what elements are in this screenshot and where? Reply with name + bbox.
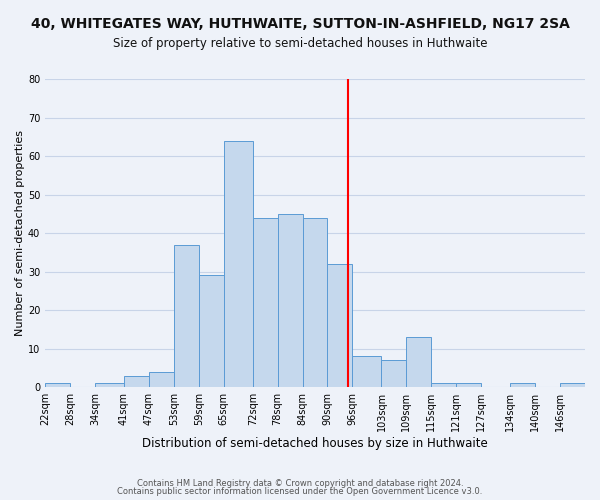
Bar [382,360,406,387]
X-axis label: Distribution of semi-detached houses by size in Huthwaite: Distribution of semi-detached houses by … [142,437,488,450]
Text: Contains HM Land Registry data © Crown copyright and database right 2024.: Contains HM Land Registry data © Crown c… [137,478,463,488]
Bar [199,276,224,387]
Bar [278,214,302,387]
Bar [45,384,70,387]
Text: Size of property relative to semi-detached houses in Huthwaite: Size of property relative to semi-detach… [113,38,487,51]
Bar [560,384,585,387]
Bar [95,384,124,387]
Bar [302,218,328,387]
Text: 40, WHITEGATES WAY, HUTHWAITE, SUTTON-IN-ASHFIELD, NG17 2SA: 40, WHITEGATES WAY, HUTHWAITE, SUTTON-IN… [31,18,569,32]
Text: Contains public sector information licensed under the Open Government Licence v3: Contains public sector information licen… [118,487,482,496]
Bar [253,218,278,387]
Text: 40 WHITEGATES WAY: 95sqm
← 86% of semi-detached houses are smaller (293)
13% of : 40 WHITEGATES WAY: 95sqm ← 86% of semi-d… [0,499,1,500]
Bar [149,372,174,387]
Bar [174,244,199,387]
Bar [431,384,456,387]
Bar [456,384,481,387]
Bar [224,140,253,387]
Bar [406,337,431,387]
Bar [328,264,352,387]
Y-axis label: Number of semi-detached properties: Number of semi-detached properties [15,130,25,336]
Bar [124,376,149,387]
Bar [510,384,535,387]
Bar [352,356,382,387]
